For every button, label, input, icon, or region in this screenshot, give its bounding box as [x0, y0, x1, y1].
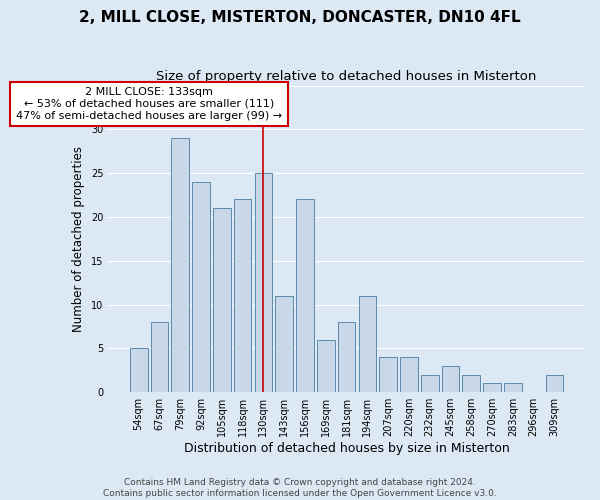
Bar [400, 357, 418, 392]
Text: 2, MILL CLOSE, MISTERTON, DONCASTER, DN10 4FL: 2, MILL CLOSE, MISTERTON, DONCASTER, DN1… [79, 10, 521, 25]
Bar [130, 348, 148, 392]
X-axis label: Distribution of detached houses by size in Misterton: Distribution of detached houses by size … [184, 442, 509, 455]
Bar [151, 322, 169, 392]
Text: Contains HM Land Registry data © Crown copyright and database right 2024.
Contai: Contains HM Land Registry data © Crown c… [103, 478, 497, 498]
Bar [213, 208, 230, 392]
Bar [338, 322, 355, 392]
Title: Size of property relative to detached houses in Misterton: Size of property relative to detached ho… [157, 70, 537, 83]
Bar [172, 138, 189, 392]
Bar [359, 296, 376, 392]
Bar [296, 200, 314, 392]
Bar [504, 384, 522, 392]
Bar [442, 366, 460, 392]
Bar [463, 374, 480, 392]
Bar [379, 357, 397, 392]
Bar [421, 374, 439, 392]
Bar [275, 296, 293, 392]
Bar [483, 384, 501, 392]
Text: 2 MILL CLOSE: 133sqm
← 53% of detached houses are smaller (111)
47% of semi-deta: 2 MILL CLOSE: 133sqm ← 53% of detached h… [16, 88, 282, 120]
Bar [254, 173, 272, 392]
Bar [545, 374, 563, 392]
Bar [317, 340, 335, 392]
Bar [192, 182, 210, 392]
Bar [234, 200, 251, 392]
Y-axis label: Number of detached properties: Number of detached properties [72, 146, 85, 332]
